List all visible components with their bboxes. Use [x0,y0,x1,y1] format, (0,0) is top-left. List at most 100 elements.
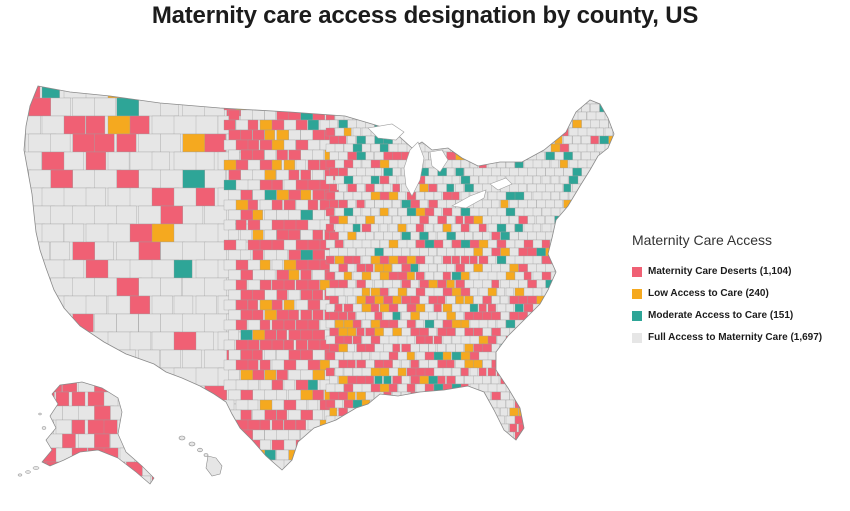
county-cell [419,231,429,241]
county-cell [604,367,614,377]
county-cell [374,423,386,433]
county-cell [218,476,244,494]
county-cell [482,375,491,385]
county-cell [325,111,335,121]
county-cell [536,295,547,305]
county-cell [46,461,66,477]
county-cell [437,295,446,305]
county-cell [247,279,262,291]
county-cell [604,431,614,441]
county-cell [608,151,614,161]
county-cell [151,86,171,99]
county-cell [259,379,273,391]
county-cell [464,407,476,417]
county-cell [523,351,535,361]
county-cell [509,263,519,273]
county-cell [541,143,553,153]
county-cell [361,111,372,121]
county-cell [554,439,566,449]
county-cell [451,207,461,217]
county-cell [442,351,452,361]
county-cell [410,247,420,257]
county-cell [247,399,259,411]
county-cell [500,247,511,257]
county-cell [339,472,348,480]
county-cell [613,271,614,281]
county-cell [455,455,465,465]
county-cell [325,431,337,441]
county-cell [527,103,536,113]
county-cell [71,391,86,407]
county-cell [518,327,528,337]
county-cell [388,271,400,281]
county-cell [415,86,428,89]
county-cell [63,331,87,351]
county-cell [347,231,357,241]
county-cell [300,149,315,161]
county-cell [325,303,335,313]
county-cell [370,223,379,233]
county-cell [460,223,470,233]
county-cell [473,87,482,97]
county-cell [370,86,382,89]
county-cell [259,239,273,251]
county-cell [356,199,365,209]
county-cell [509,119,521,129]
county-cell [334,223,345,233]
county-cell [401,455,410,465]
county-cell [0,332,24,350]
county-cell [577,367,589,377]
county-cell [419,311,429,321]
county-cell [401,375,410,385]
county-cell [559,95,569,105]
county-cell [455,407,465,417]
county-cell [509,407,519,417]
county-cell [135,447,153,463]
county-cell [482,407,492,417]
county-cell [392,231,401,241]
county-cell [276,429,291,441]
county-cell [334,143,344,153]
county-cell [410,423,420,433]
county-cell [235,459,250,470]
county-cell [240,209,254,221]
county-cell [550,463,561,470]
county-cell [599,343,611,353]
county-cell [330,472,340,480]
county-cell [554,343,564,353]
county-cell [107,151,130,171]
county-cell [392,199,401,209]
county-cell [577,239,589,249]
county-cell [586,175,596,185]
county-cell [352,159,362,169]
county-cell [613,367,614,377]
county-cell [182,313,207,333]
county-cell [586,303,599,313]
county-cell [590,103,600,113]
county-cell [356,391,367,401]
county-cell [424,191,435,201]
county-cell [295,239,309,251]
county-cell [160,349,181,369]
county-cell [550,223,562,233]
county-cell [595,175,607,185]
county-cell [474,472,483,480]
county-cell [347,455,358,465]
county-cell [383,199,392,209]
county-cell [599,439,610,449]
county-cell [446,311,457,321]
county-cell [568,86,580,89]
county-cell [518,439,527,449]
county-cell [195,331,214,351]
county-cell [464,359,475,369]
county-cell [545,231,557,241]
county-cell [0,116,16,134]
county-cell [195,151,215,171]
county-cell [151,295,173,315]
county-cell [41,331,66,351]
county-cell [505,351,518,361]
county-cell [586,207,597,217]
county-cell [361,255,372,265]
county-cell [541,367,551,377]
alaska-outline [41,381,155,485]
